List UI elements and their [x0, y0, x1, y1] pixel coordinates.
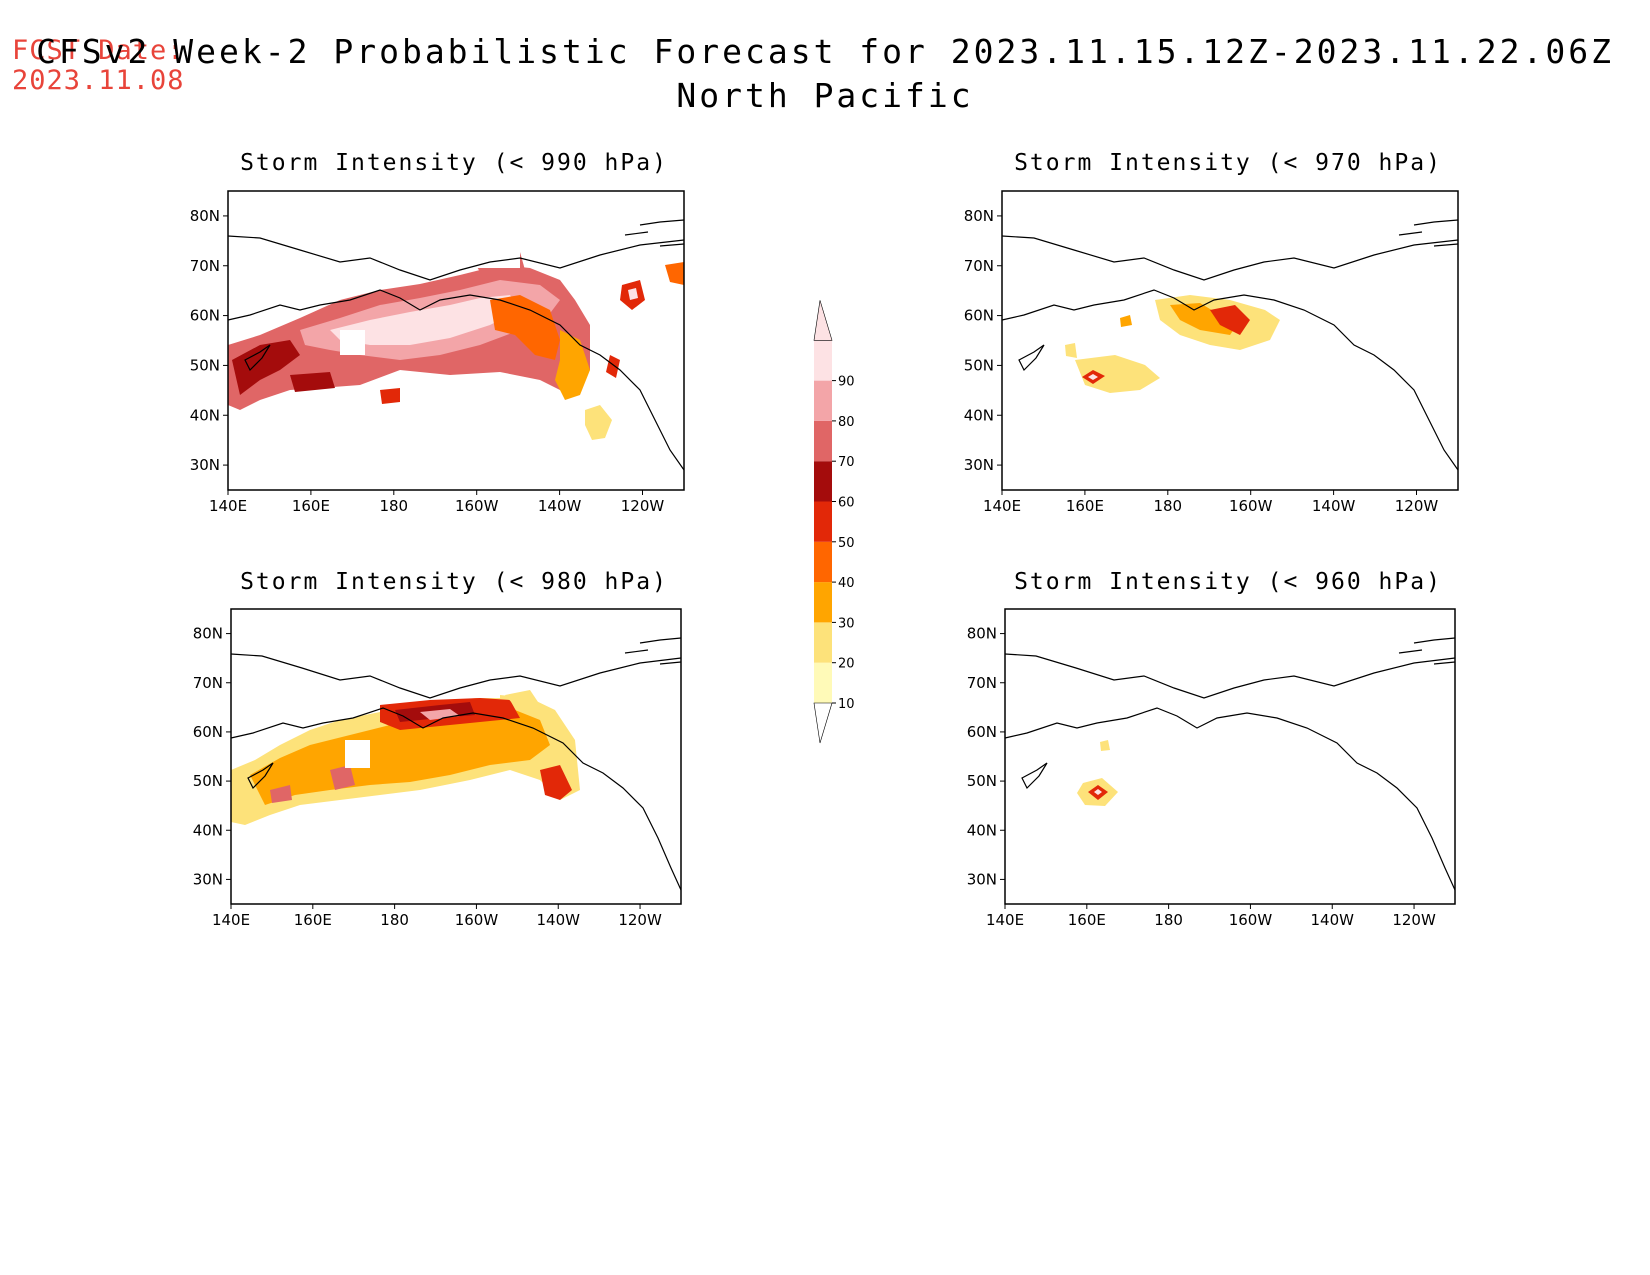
lat-tick-label-990: 60N [190, 307, 220, 325]
lon-tick-label-970: 160W [1229, 497, 1273, 515]
probability-field-980 [231, 680, 580, 825]
lon-tick-label-970: 180 [1153, 497, 1182, 515]
lat-tick-label-970: 30N [964, 456, 994, 474]
lon-tick-label-960: 140W [1311, 911, 1355, 929]
colorbar-swatch [814, 340, 832, 381]
probability-field-960 [1077, 740, 1118, 806]
colorbar-swatch [814, 380, 832, 421]
panel-title-960: Storm Intensity (< 960 hPa) [1014, 569, 1442, 595]
lat-tick-label-980: 80N [193, 625, 223, 643]
lon-tick-label-960: 120W [1392, 911, 1436, 929]
lat-tick-label-970: 60N [964, 307, 994, 325]
lat-tick-label-980: 50N [193, 772, 223, 790]
colorbar-label: 70 [838, 455, 855, 470]
colorbar-label: 60 [838, 496, 855, 511]
colorbar-swatch [814, 420, 832, 462]
lon-tick-label-980: 160E [294, 911, 332, 929]
lat-tick-label-980: 40N [193, 821, 223, 839]
lon-tick-label-960: 180 [1154, 911, 1183, 929]
colorbar-label: 30 [838, 616, 855, 631]
lat-tick-label-980: 60N [193, 723, 223, 741]
lon-tick-label-980: 160W [455, 911, 499, 929]
lat-tick-label-970: 70N [964, 257, 994, 275]
coastlines-980 [230, 637, 682, 891]
lat-tick-label-990: 30N [190, 456, 220, 474]
lat-tick-label-970: 40N [964, 406, 994, 424]
coastlines-990 [227, 219, 685, 471]
lat-tick-label-960: 50N [967, 772, 997, 790]
lon-tick-label-970: 160E [1066, 497, 1104, 515]
coastlines-960 [1004, 637, 1456, 891]
axes-layer: 80N 70N 60N 50N 40N 30N 140E 160E 180 160W 140W 120… [190, 207, 1439, 929]
colorbar-swatch [814, 582, 832, 623]
colorbar-bottom-arrow [813, 702, 833, 744]
panel-title-970: Storm Intensity (< 970 hPa) [1014, 150, 1442, 176]
map-panel-990 [227, 190, 685, 491]
lon-tick-label-960: 140E [986, 911, 1024, 929]
lat-tick-label-970: 80N [964, 207, 994, 225]
lat-tick-label-990: 40N [190, 406, 220, 424]
map-panel-970 [1001, 190, 1459, 491]
colorbar-label: 20 [838, 657, 855, 672]
lat-tick-label-980: 30N [193, 870, 223, 888]
colorbar: 10 20 30 40 50 60 70 80 90 [813, 300, 855, 744]
lon-tick-label-970: 140E [983, 497, 1021, 515]
lat-tick-label-960: 30N [967, 870, 997, 888]
title-line-2: North Pacific [676, 76, 974, 115]
colorbar-label: 10 [838, 697, 855, 712]
lon-tick-label-990: 140E [209, 497, 247, 515]
forecast-date-label: FCST Date: 2023.11.08 [12, 36, 185, 96]
map-panel-960 [1004, 608, 1456, 905]
colorbar-swatch [814, 662, 832, 703]
lon-tick-label-990: 120W [621, 497, 665, 515]
lon-tick-label-980: 180 [380, 911, 409, 929]
lon-tick-label-970: 140W [1312, 497, 1356, 515]
lat-tick-label-960: 40N [967, 821, 997, 839]
map-panel-980 [230, 608, 682, 905]
colorbar-label: 50 [838, 536, 855, 551]
colorbar-label: 80 [838, 415, 855, 430]
lon-tick-label-990: 160E [292, 497, 330, 515]
lon-tick-label-990: 140W [538, 497, 582, 515]
panel-title-990: Storm Intensity (< 990 hPa) [240, 150, 668, 176]
lon-tick-label-980: 140W [537, 911, 581, 929]
lon-tick-label-970: 120W [1395, 497, 1439, 515]
lat-tick-label-980: 70N [193, 674, 223, 692]
colorbar-label: 40 [838, 576, 855, 591]
colorbar-swatch [814, 501, 832, 542]
colorbar-top-arrow [813, 300, 833, 341]
colorbar-label: 90 [838, 375, 855, 390]
lat-tick-label-970: 50N [964, 356, 994, 374]
probability-field-970 [1065, 295, 1280, 393]
lon-tick-label-960: 160E [1068, 911, 1106, 929]
lon-tick-label-980: 120W [618, 911, 662, 929]
lat-tick-label-960: 80N [967, 625, 997, 643]
lon-tick-label-990: 160W [455, 497, 499, 515]
coastlines-970 [1001, 219, 1459, 471]
lon-tick-label-960: 160W [1229, 911, 1273, 929]
lat-tick-label-990: 70N [190, 257, 220, 275]
lat-tick-label-960: 60N [967, 723, 997, 741]
probability-field-990 [228, 250, 684, 440]
lat-tick-label-990: 80N [190, 207, 220, 225]
lon-tick-label-990: 180 [379, 497, 408, 515]
colorbar-swatch [814, 622, 832, 663]
colorbar-swatch [814, 541, 832, 583]
colorbar-swatch [814, 461, 832, 502]
panel-title-980: Storm Intensity (< 980 hPa) [240, 569, 668, 595]
fcst-date-caption: FCST Date: [12, 35, 185, 66]
fcst-date-value: 2023.11.08 [12, 65, 185, 96]
page-title: CFSv2 Week-2 Probabilistic Forecast for … [0, 30, 1650, 118]
lon-tick-label-980: 140E [212, 911, 250, 929]
title-line-1: CFSv2 Week-2 Probabilistic Forecast for … [36, 32, 1614, 71]
lat-tick-label-960: 70N [967, 674, 997, 692]
lat-tick-label-990: 50N [190, 356, 220, 374]
